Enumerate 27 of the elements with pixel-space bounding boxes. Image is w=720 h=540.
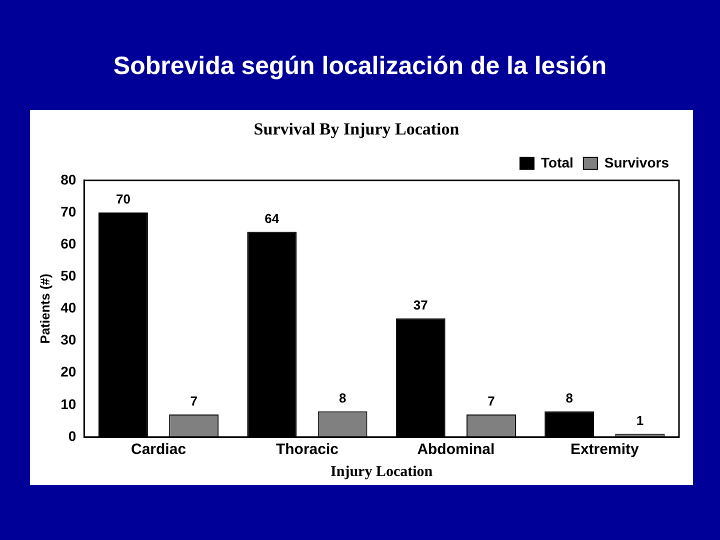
data-label: 1	[636, 412, 644, 428]
x-tick-label: Cardiac	[131, 441, 186, 458]
y-tick-label: 0	[68, 428, 76, 444]
data-label: 37	[413, 297, 428, 312]
data-label: 7	[488, 394, 495, 409]
data-label: 8	[338, 390, 346, 406]
y-tick-label: 60	[60, 235, 76, 252]
x-tick-label: Extremity	[570, 441, 640, 458]
data-label: 7	[190, 394, 198, 409]
x-axis-title: Injury Location	[330, 464, 434, 480]
data-label: 64	[264, 210, 280, 226]
y-tick-label: 50	[60, 267, 76, 284]
y-tick-label: 20	[60, 364, 76, 380]
legend-label: Survivors	[604, 154, 670, 170]
legend-label: Total	[541, 154, 574, 170]
y-axis-title: Patients (#)	[37, 274, 52, 344]
y-tick-label: 80	[60, 171, 76, 188]
y-tick-label: 40	[60, 300, 76, 316]
y-tick-label: 70	[60, 203, 76, 220]
y-tick-label: 30	[60, 332, 76, 348]
chart-title: Sobrevida según localización de la lesión	[112, 52, 608, 81]
x-tick-label: Thoracic	[276, 441, 338, 458]
data-label: 8	[566, 390, 573, 406]
y-tick-label: 10	[60, 396, 76, 412]
data-label: 70	[116, 192, 130, 207]
x-tick-label: Abdominal	[417, 441, 495, 458]
chart-subtitle: Survival By Injury Location	[254, 120, 460, 139]
